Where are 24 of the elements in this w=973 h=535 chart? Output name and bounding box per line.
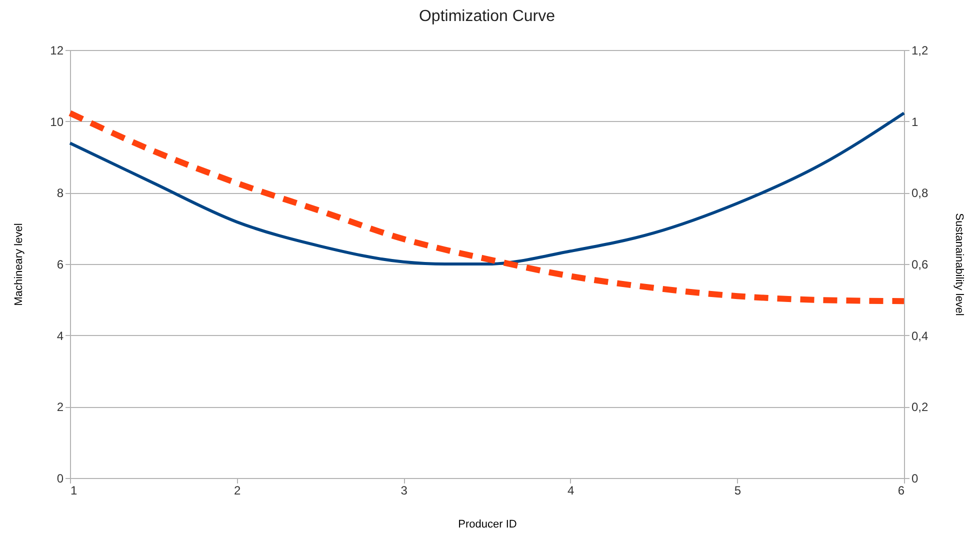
y-tick-label: 6 [56,258,64,272]
x-tick-label: 1 [70,484,78,498]
y2-tick-label: 0 [912,472,918,486]
y-tick-label: 4 [56,328,64,343]
x-tick-label: 3 [400,484,408,498]
y-tick-label: 10 [50,114,64,129]
y2-tick-label: 0,8 [912,186,929,200]
x-tick-label: 4 [568,484,575,498]
x-tick-label: 6 [898,484,905,498]
y2-tick-label: 1 [912,114,918,129]
chart-title: Optimization Curve [418,8,556,25]
y2-tick-label: 0,4 [912,328,929,343]
y-tick-label: 8 [56,186,64,200]
y2-axis-title: Sustanainability level [953,213,966,316]
x-tick-label: 5 [734,484,742,498]
y-axis-title: Machineary level [13,223,26,306]
x-tick-label: 2 [234,484,241,498]
x-axis-title: Producer ID [458,518,517,530]
y2-tick-label: 1,2 [912,44,929,58]
y-tick-label: 0 [56,472,64,486]
y-tick-label: 12 [50,44,64,58]
y-tick-label: 2 [56,400,64,414]
y2-tick-label: 0,6 [912,258,929,272]
y2-tick-label: 0,2 [912,400,929,414]
